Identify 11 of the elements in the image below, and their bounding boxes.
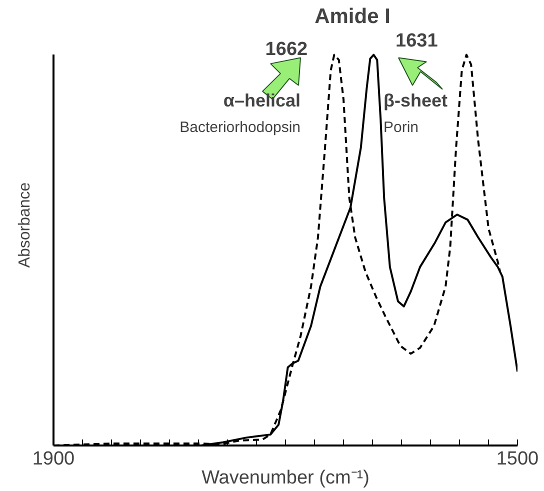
text: 1631 [396,30,438,52]
text: Amide I [314,5,390,28]
x-tick-label: 1500 [496,448,539,470]
annotation: 1662 [265,38,308,60]
annotation: Bacteriorhodopsin [180,119,301,136]
y-axis-title: Absorbance [16,182,34,268]
x-tick-label: 1900 [32,448,75,470]
annotation: β-sheet [384,90,448,110]
annotation: α–helical [223,90,301,110]
x-axis-title: Wavenumber (cm⁻¹) [202,468,370,488]
annotation: Porin [384,119,419,136]
